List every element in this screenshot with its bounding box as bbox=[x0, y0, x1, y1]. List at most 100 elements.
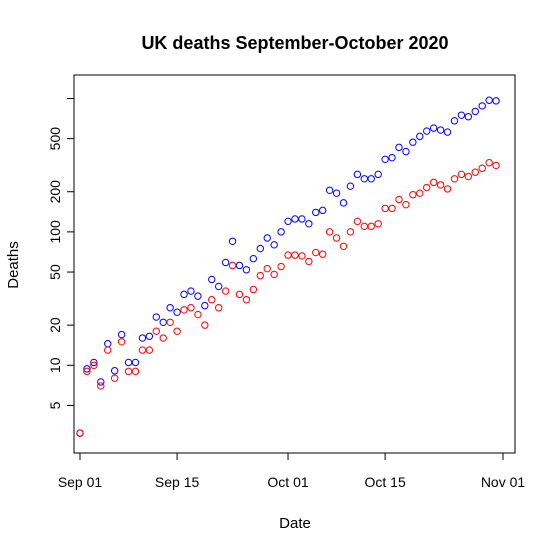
data-point bbox=[443, 185, 452, 193]
data-point bbox=[145, 346, 154, 354]
data-point bbox=[131, 367, 140, 376]
y-tick-label: 20 bbox=[47, 317, 63, 333]
data-point bbox=[104, 346, 112, 354]
data-point bbox=[180, 290, 188, 299]
data-point bbox=[429, 178, 438, 187]
data-point bbox=[388, 204, 396, 213]
y-tick-label: 500 bbox=[47, 127, 63, 151]
data-point bbox=[381, 155, 389, 164]
data-point bbox=[436, 181, 445, 189]
data-point bbox=[104, 340, 112, 348]
data-point bbox=[256, 271, 264, 280]
data-point bbox=[436, 126, 445, 134]
data-point bbox=[332, 234, 341, 242]
data-point bbox=[471, 107, 479, 116]
data-point bbox=[332, 189, 341, 197]
data-point bbox=[409, 138, 417, 146]
data-point bbox=[443, 128, 452, 136]
data-point bbox=[464, 113, 473, 121]
data-point bbox=[395, 143, 403, 152]
data-point bbox=[312, 208, 320, 217]
data-point bbox=[159, 334, 167, 342]
data-point bbox=[194, 292, 202, 300]
data-point bbox=[360, 222, 369, 231]
data-point bbox=[180, 306, 188, 314]
data-point bbox=[402, 147, 410, 156]
y-tick-label: 5 bbox=[47, 401, 63, 409]
data-point bbox=[76, 429, 84, 437]
data-point bbox=[457, 170, 466, 179]
data-point bbox=[194, 310, 202, 319]
data-point bbox=[339, 242, 348, 250]
data-point bbox=[152, 313, 160, 321]
data-point bbox=[152, 327, 160, 335]
data-point bbox=[242, 266, 251, 274]
data-point bbox=[423, 127, 431, 135]
data-point bbox=[374, 170, 382, 179]
data-point bbox=[187, 287, 195, 295]
data-point bbox=[263, 234, 271, 242]
data-point bbox=[90, 358, 98, 367]
data-point bbox=[429, 124, 438, 132]
data-point bbox=[381, 204, 389, 213]
data-point bbox=[423, 183, 431, 192]
data-point bbox=[402, 200, 410, 209]
data-point bbox=[305, 220, 313, 228]
data-point bbox=[277, 262, 285, 271]
data-point bbox=[339, 199, 348, 207]
data-point bbox=[214, 282, 223, 291]
data-point bbox=[450, 175, 459, 183]
data-point bbox=[242, 296, 251, 304]
y-axis-label: Deaths bbox=[5, 241, 22, 289]
data-point bbox=[478, 164, 486, 172]
data-point bbox=[367, 222, 375, 231]
data-point bbox=[312, 248, 320, 257]
x-tick-label: Oct 15 bbox=[364, 474, 405, 490]
data-point bbox=[374, 220, 382, 228]
data-point bbox=[221, 287, 230, 295]
data-point bbox=[228, 237, 237, 246]
data-point bbox=[249, 254, 258, 263]
data-point bbox=[187, 304, 195, 312]
data-point bbox=[201, 321, 209, 329]
data-point bbox=[166, 304, 174, 312]
data-point bbox=[492, 161, 500, 170]
y-axis: 5 10 20 50 100 200 500 bbox=[47, 97, 74, 409]
data-point bbox=[416, 132, 424, 141]
data-point bbox=[235, 290, 244, 299]
x-tick-label: Nov 01 bbox=[481, 474, 526, 490]
data-point bbox=[395, 195, 403, 204]
data-point bbox=[284, 217, 292, 226]
data-point bbox=[235, 261, 244, 270]
data-point bbox=[360, 175, 369, 183]
data-point bbox=[208, 275, 216, 284]
data-point bbox=[270, 270, 278, 279]
data-point bbox=[319, 206, 327, 215]
data-point bbox=[221, 258, 230, 267]
data-point bbox=[97, 382, 105, 390]
data-point bbox=[214, 304, 223, 312]
data-point bbox=[249, 285, 258, 294]
data-points bbox=[76, 96, 500, 437]
data-point bbox=[485, 96, 493, 104]
data-point bbox=[270, 241, 278, 249]
x-tick-label: Sep 15 bbox=[155, 474, 200, 490]
plot-frame bbox=[73, 74, 516, 454]
data-point bbox=[471, 168, 479, 176]
data-point bbox=[83, 365, 91, 373]
data-point bbox=[228, 261, 237, 270]
data-point bbox=[208, 296, 216, 304]
data-point bbox=[117, 330, 126, 339]
data-point bbox=[298, 215, 306, 223]
data-point bbox=[173, 308, 181, 316]
data-point bbox=[450, 117, 459, 125]
x-tick-label: Sep 01 bbox=[58, 474, 103, 490]
data-point bbox=[485, 159, 493, 167]
x-axis: Sep 01 Sep 15 Oct 01 Oct 15 Nov 01 bbox=[58, 453, 526, 490]
data-point bbox=[353, 217, 362, 226]
data-point bbox=[353, 170, 362, 179]
data-point bbox=[117, 338, 126, 346]
data-point bbox=[256, 244, 264, 253]
data-point bbox=[145, 332, 154, 340]
data-point bbox=[138, 334, 147, 342]
